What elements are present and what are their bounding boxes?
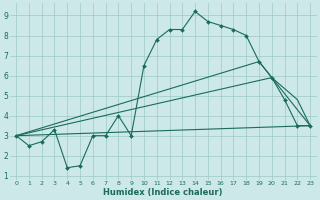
X-axis label: Humidex (Indice chaleur): Humidex (Indice chaleur) <box>103 188 223 197</box>
